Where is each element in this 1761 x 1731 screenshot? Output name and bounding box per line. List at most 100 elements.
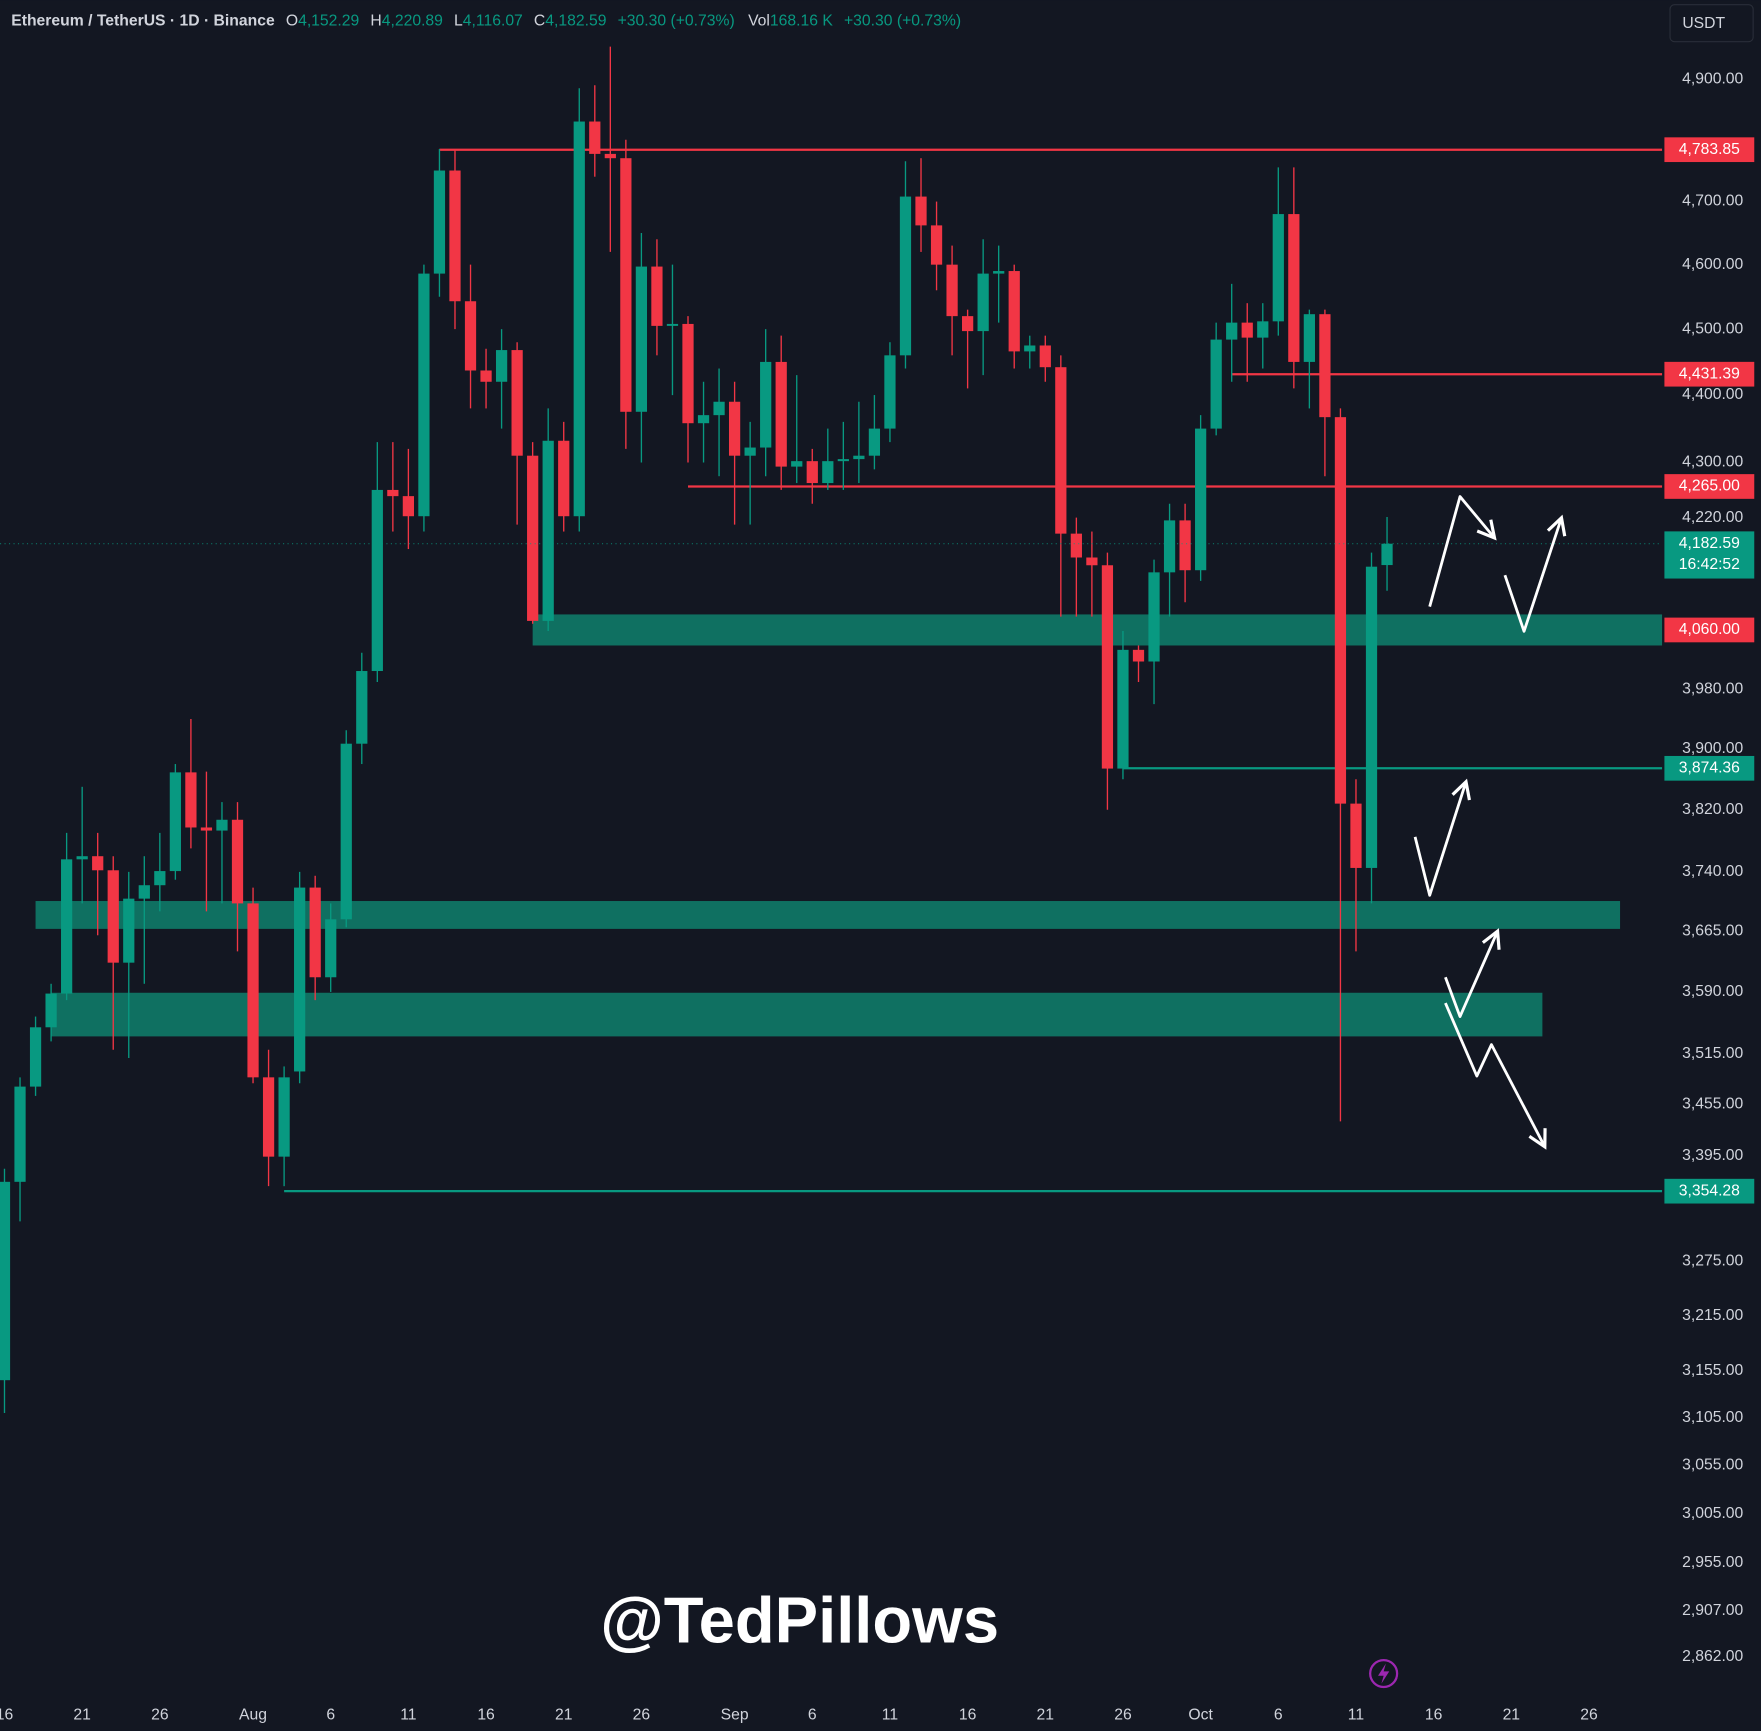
y-tick-label: 3,055.00 (1682, 1457, 1743, 1474)
candle-body (930, 225, 943, 265)
candle-body (1272, 214, 1284, 322)
candle-body (387, 489, 399, 497)
arrow (1444, 928, 1501, 1018)
candle-body (92, 856, 104, 871)
candle-body (169, 772, 181, 872)
y-tick-label: 3,215.00 (1682, 1307, 1743, 1324)
y-tick-label: 3,105.00 (1682, 1409, 1743, 1426)
candle-body (744, 447, 756, 456)
level-badge (1664, 617, 1755, 643)
candle-body (123, 898, 135, 963)
candle-body (666, 323, 679, 326)
candle-body (1288, 214, 1300, 362)
change: +30.30 (+0.73%) (618, 13, 735, 30)
candle-body (29, 1027, 42, 1087)
candle-body (480, 370, 492, 382)
candle-body (993, 271, 1005, 274)
level-label: 4,431.39 (1679, 365, 1740, 382)
candle-body (1070, 533, 1082, 558)
y-tick-label: 4,500.00 (1682, 320, 1743, 337)
candle-body (1132, 649, 1145, 662)
candle-body (402, 496, 414, 517)
x-tick-label: 16 (959, 1706, 977, 1723)
last-price-label: 4,182.59 (1679, 535, 1740, 552)
candle-body (962, 316, 974, 332)
y-tick-label: 4,220.00 (1682, 509, 1743, 526)
support-zone (51, 992, 1543, 1037)
change: +30.30 (+0.73%) (844, 13, 961, 30)
level-label: 4,783.85 (1679, 141, 1740, 158)
icon-ring[interactable] (1369, 1658, 1399, 1689)
candle-body (200, 827, 213, 831)
candle-body (791, 461, 803, 467)
currency-button[interactable] (1669, 4, 1754, 43)
candle-body (635, 266, 648, 412)
y-tick-label: 4,600.00 (1682, 256, 1743, 273)
value: 4,152.29 (298, 13, 359, 30)
x-tick-label: 11 (882, 1706, 898, 1723)
arrow (1413, 778, 1471, 897)
x-tick-label: 16 (0, 1706, 13, 1723)
plot-area (0, 46, 1663, 1414)
candle-body (1257, 321, 1269, 338)
candle-body (247, 903, 259, 1078)
key: O (286, 13, 298, 30)
y-tick-label: 3,455.00 (1682, 1096, 1743, 1113)
y-tick-label: 3,980.00 (1682, 681, 1743, 698)
x-tick-label: 11 (1348, 1706, 1364, 1723)
level-label: 3,874.36 (1679, 759, 1740, 776)
x-tick-label: Oct (1188, 1706, 1213, 1723)
candle-body (1055, 367, 1067, 534)
candle-body (604, 153, 616, 159)
header: Ethereum / TetherUS · 1D · Binance O4,15… (11, 13, 961, 30)
y-tick-label: 3,590.00 (1682, 983, 1743, 1000)
level-badge (1664, 137, 1755, 163)
x-tick-label: 6 (808, 1706, 817, 1723)
candle-body (154, 871, 166, 886)
candle-body (1008, 271, 1020, 352)
x-tick-label: 6 (326, 1706, 335, 1723)
y-tick-label: 3,665.00 (1682, 922, 1743, 939)
candle-body (1319, 314, 1331, 418)
candle-body (262, 1077, 275, 1157)
currency[interactable]: USDT (1682, 15, 1725, 32)
candle-body (0, 1181, 11, 1381)
candle-body (1039, 345, 1051, 368)
value: 168.16 K (770, 13, 833, 30)
candle-body (1226, 322, 1238, 340)
zone-label: 4,060.00 (1679, 621, 1740, 638)
candle-body (185, 772, 197, 828)
candle-body (713, 401, 725, 416)
candle-body (651, 266, 663, 326)
candle-body (61, 859, 73, 994)
candle-body (1117, 649, 1129, 769)
lightning-icon[interactable] (1369, 1658, 1399, 1689)
candle-body (14, 1086, 26, 1182)
candle-body (418, 273, 430, 517)
candle-body (1334, 417, 1347, 804)
y-tick-label: 4,300.00 (1682, 454, 1743, 471)
y-tick-label: 3,900.00 (1682, 740, 1743, 757)
candle-body (853, 455, 865, 460)
x-tick-label: 26 (1114, 1706, 1132, 1723)
candle-body (868, 428, 881, 456)
x-tick-label: Aug (239, 1706, 267, 1723)
y-tick-label: 3,275.00 (1682, 1253, 1743, 1270)
candle-body (340, 743, 352, 920)
y-tick-label: 2,907.00 (1682, 1602, 1743, 1619)
icon-bolt[interactable] (1378, 1663, 1390, 1684)
x-tick-label: 26 (151, 1706, 169, 1723)
x-tick-label: 21 (555, 1706, 572, 1723)
candle-body (1179, 520, 1191, 571)
key: Vol (748, 13, 770, 30)
watermark: @TedPillows (600, 1583, 999, 1656)
x-tick-label: 26 (1580, 1706, 1598, 1723)
candle-body (915, 196, 927, 226)
candle-body (558, 440, 570, 517)
y-tick-label: 4,400.00 (1682, 386, 1743, 403)
y-tick-label: 4,700.00 (1682, 193, 1743, 210)
y-tick-label: 3,740.00 (1682, 863, 1743, 880)
candle-body (464, 301, 477, 371)
candle-body (107, 870, 119, 963)
